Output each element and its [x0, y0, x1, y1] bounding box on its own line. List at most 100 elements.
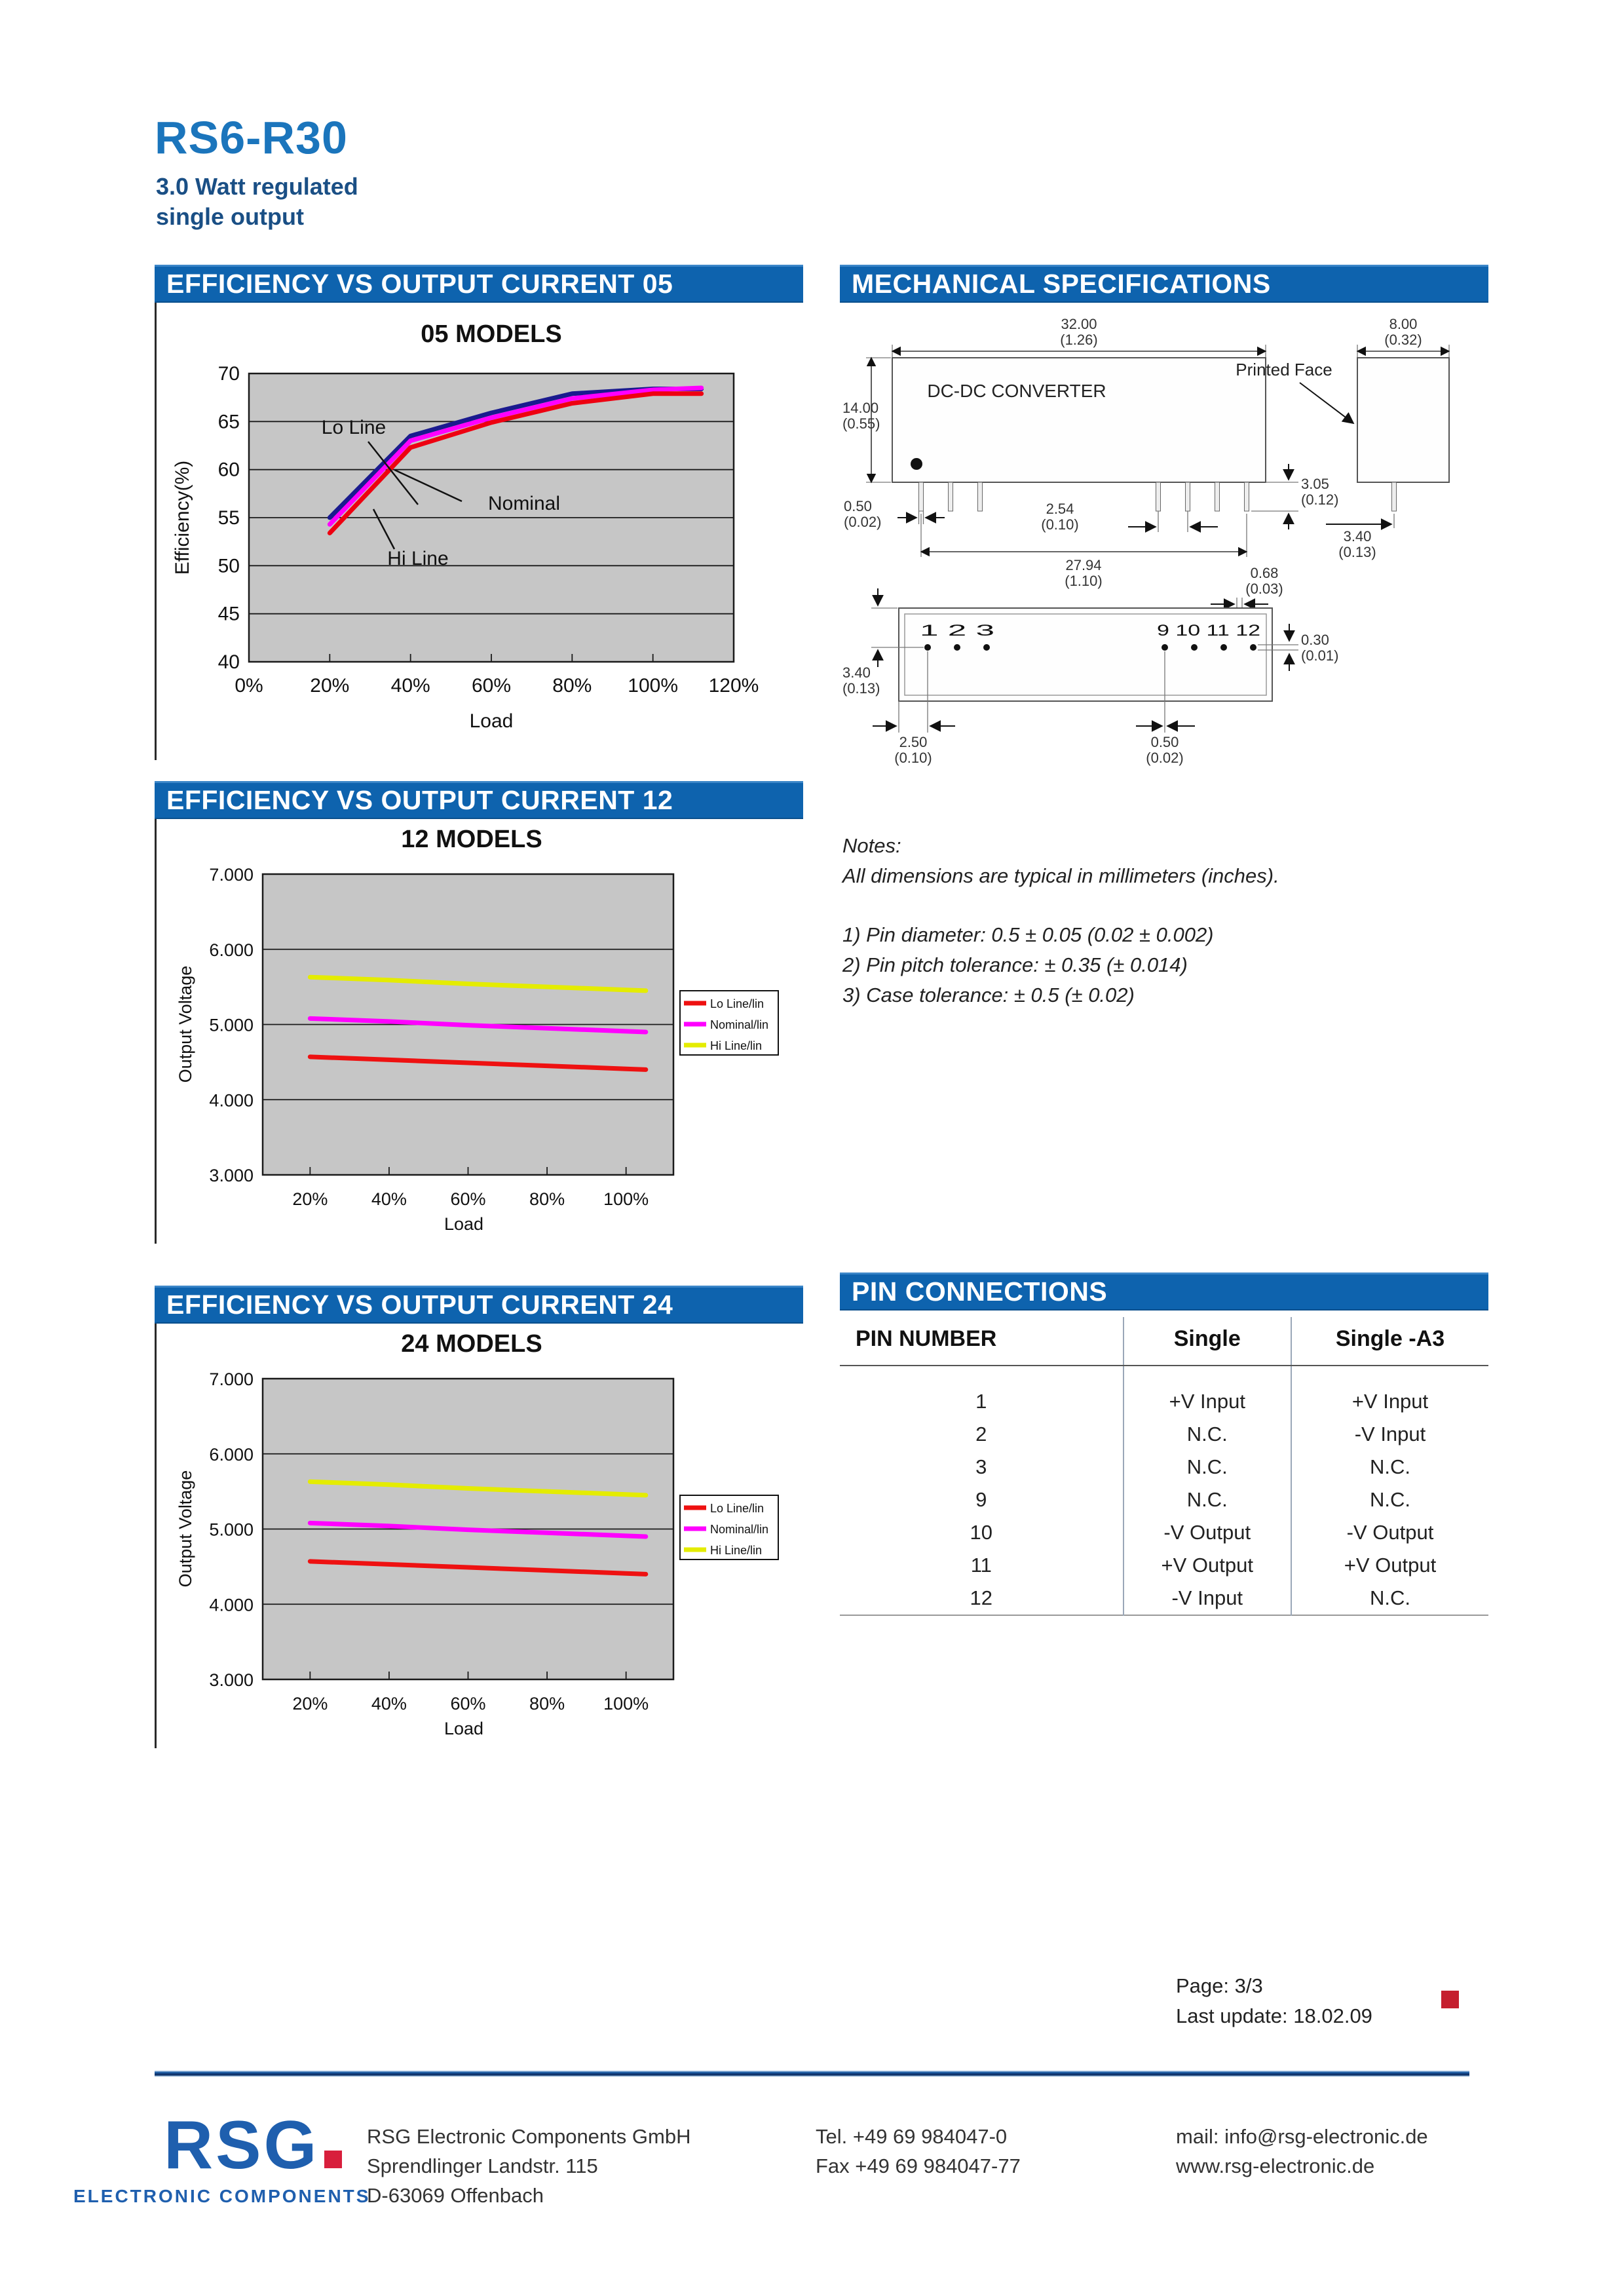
table-header-row: PIN NUMBER Single Single -A3 — [840, 1317, 1488, 1366]
svg-text:40: 40 — [218, 651, 240, 673]
chart-24-models: 3.000 4.000 5.000 6.000 7.000 20% 40% 60% 80% 100… — [176, 1330, 779, 1738]
svg-text:7.000: 7.000 — [209, 1369, 254, 1389]
dim-pin-len-mm: 3.05 — [1301, 476, 1329, 492]
table-cell: 2 — [975, 1423, 987, 1445]
svg-text:120%: 120% — [709, 675, 759, 697]
svg-text:45: 45 — [218, 603, 240, 625]
dim-bottom-row-off-in: (0.13) — [842, 680, 880, 697]
svg-text:Lo Line: Lo Line — [322, 417, 386, 438]
table-row: 9 N.C. N.C. — [840, 1483, 1488, 1516]
dim-bottom-pin-dia-mm: 0.50 — [1151, 734, 1179, 750]
dim-side-pin-off-in: (0.13) — [1338, 544, 1376, 560]
page-subtitle: 3.0 Watt regulated single output — [156, 172, 358, 232]
table-row: 2 N.C. -V Input — [840, 1418, 1488, 1451]
svg-text:0%: 0% — [235, 675, 263, 697]
table-cell: +V Input — [1290, 1366, 1488, 1418]
page-number: Page: 3/3 — [1176, 1974, 1263, 1997]
footer-city: D-63069 Offenbach — [367, 2184, 544, 2207]
svg-text:Output Voltage: Output Voltage — [176, 966, 195, 1083]
svg-text:Lo Line/lin: Lo Line/lin — [710, 997, 764, 1010]
svg-text:Nominal/lin: Nominal/lin — [710, 1018, 768, 1031]
svg-text:80%: 80% — [552, 675, 592, 697]
dim-pin-width-in: (0.01) — [1301, 647, 1338, 664]
col-header-single: Single — [1122, 1317, 1291, 1366]
mechanical-drawing: 32.00 (1.26) 14.00 (0.55) DC-DC CONVERTE… — [842, 316, 1450, 766]
dim-pin-len-in: (0.12) — [1301, 491, 1338, 508]
table-row: 10 -V Output -V Output — [840, 1516, 1488, 1549]
table-cell: 12 — [970, 1586, 993, 1609]
dim-bottom-row-off-mm: 3.40 — [842, 664, 871, 681]
svg-text:60%: 60% — [472, 675, 511, 697]
svg-text:100%: 100% — [628, 675, 678, 697]
section-header-efficiency-24: EFFICIENCY VS OUTPUT CURRENT 24 — [155, 1286, 803, 1324]
svg-text:40%: 40% — [391, 675, 430, 697]
svg-text:Load: Load — [444, 1214, 483, 1234]
footer-website: www.rsg-electronic.de — [1176, 2154, 1375, 2177]
printed-face-label: Printed Face — [1236, 360, 1332, 379]
svg-text:60: 60 — [218, 459, 240, 481]
bottom-pin-dots — [924, 644, 1256, 651]
table-cell: 1 — [975, 1390, 987, 1413]
svg-text:50: 50 — [218, 555, 240, 577]
notes-line: All dimensions are typical in millimeter… — [842, 864, 1279, 887]
section-header-pin-connections: PIN CONNECTIONS — [840, 1272, 1488, 1311]
section-header-mechanical: MECHANICAL SPECIFICATIONS — [840, 265, 1488, 303]
svg-text:3.000: 3.000 — [209, 1670, 254, 1690]
side-view: 8.00 (0.32) Printed Face 3.40 (0.13) — [1236, 316, 1450, 560]
col-header-single-a3: Single -A3 — [1290, 1317, 1488, 1366]
dim-bottom-edge-off-mm: 2.50 — [899, 734, 928, 750]
svg-text:Nominal/lin: Nominal/lin — [710, 1523, 768, 1536]
svg-text:100%: 100% — [603, 1694, 649, 1713]
dim-pin-pitch-in: (0.10) — [1041, 516, 1078, 533]
footer-street: Sprendlinger Landstr. 115 — [367, 2154, 598, 2177]
svg-text:20%: 20% — [292, 1694, 328, 1713]
svg-text:24 MODELS: 24 MODELS — [401, 1330, 542, 1358]
notes-block: Notes: All dimensions are typical in mil… — [842, 831, 1279, 1010]
table-cell: 9 — [975, 1488, 987, 1511]
bottom-pin-numbers-left: 1 2 3 — [920, 622, 994, 640]
dim-pin-dia-mm: 0.50 — [844, 498, 872, 514]
front-view: 32.00 (1.26) 14.00 (0.55) DC-DC CONVERTE… — [842, 316, 1338, 589]
dim-side-pin-off-mm: 3.40 — [1344, 528, 1372, 545]
dim-pin-span-mm: 27.94 — [1065, 557, 1101, 573]
svg-text:Load: Load — [444, 1719, 483, 1738]
table-row: 1 +V Input +V Input — [840, 1366, 1488, 1418]
table-cell: 11 — [970, 1554, 992, 1577]
dim-pin-pitch-mm: 2.54 — [1046, 501, 1074, 517]
dim-front-width-in: (1.26) — [1060, 332, 1097, 348]
table-cell: -V Input — [1122, 1582, 1291, 1615]
section-border-24 — [155, 1324, 157, 1748]
dim-front-height-in: (0.55) — [842, 415, 880, 432]
footer-fax: Fax +49 69 984047-77 — [816, 2154, 1021, 2177]
table-cell: N.C. — [1290, 1483, 1488, 1516]
table-cell: N.C. — [1122, 1451, 1291, 1483]
notes-item-2: 2) Pin pitch tolerance: ± 0.35 (± 0.014) — [842, 953, 1188, 976]
svg-text:40%: 40% — [371, 1189, 407, 1209]
svg-text:4.000: 4.000 — [209, 1595, 254, 1615]
pin1-marker-dot — [911, 458, 922, 470]
footer-company: RSG Electronic Components GmbH — [367, 2125, 691, 2148]
svg-text:Load: Load — [470, 710, 514, 732]
col-header-pin-number: PIN NUMBER — [840, 1317, 1124, 1366]
svg-text:Nominal: Nominal — [488, 493, 560, 514]
front-view-label: DC-DC CONVERTER — [927, 381, 1106, 401]
table-row: 3 N.C. N.C. — [840, 1451, 1488, 1483]
svg-text:80%: 80% — [529, 1189, 565, 1209]
table-cell: N.C. — [1122, 1483, 1291, 1516]
table-cell: N.C. — [1290, 1451, 1488, 1483]
svg-text:05 MODELS: 05 MODELS — [421, 320, 561, 348]
table-row: 11 +V Output +V Output — [840, 1549, 1488, 1582]
svg-text:55: 55 — [218, 507, 240, 529]
footer-phone: Tel. +49 69 984047-0 Fax +49 69 984047-7… — [816, 2122, 1021, 2181]
svg-text:5.000: 5.000 — [209, 1520, 254, 1540]
red-square-marker — [1441, 1991, 1459, 2008]
svg-text:60%: 60% — [450, 1189, 485, 1209]
chart-05-models: 40 45 50 55 60 65 70 0% 20% 40% 60% 80% 100% 120% 05 M… — [172, 320, 759, 732]
chart-12-models: 3.000 4.000 5.000 6.000 7.000 20% 40% 60% 80% 100… — [176, 826, 779, 1234]
rsg-logo-text: RSG — [164, 2107, 320, 2183]
bottom-view: 0.68 (0.03) 1 2 3 9 10 11 12 — [842, 565, 1338, 766]
svg-text:4.000: 4.000 — [209, 1090, 254, 1110]
svg-text:Output Voltage: Output Voltage — [176, 1470, 195, 1588]
dim-front-width-mm: 32.00 — [1061, 316, 1097, 332]
